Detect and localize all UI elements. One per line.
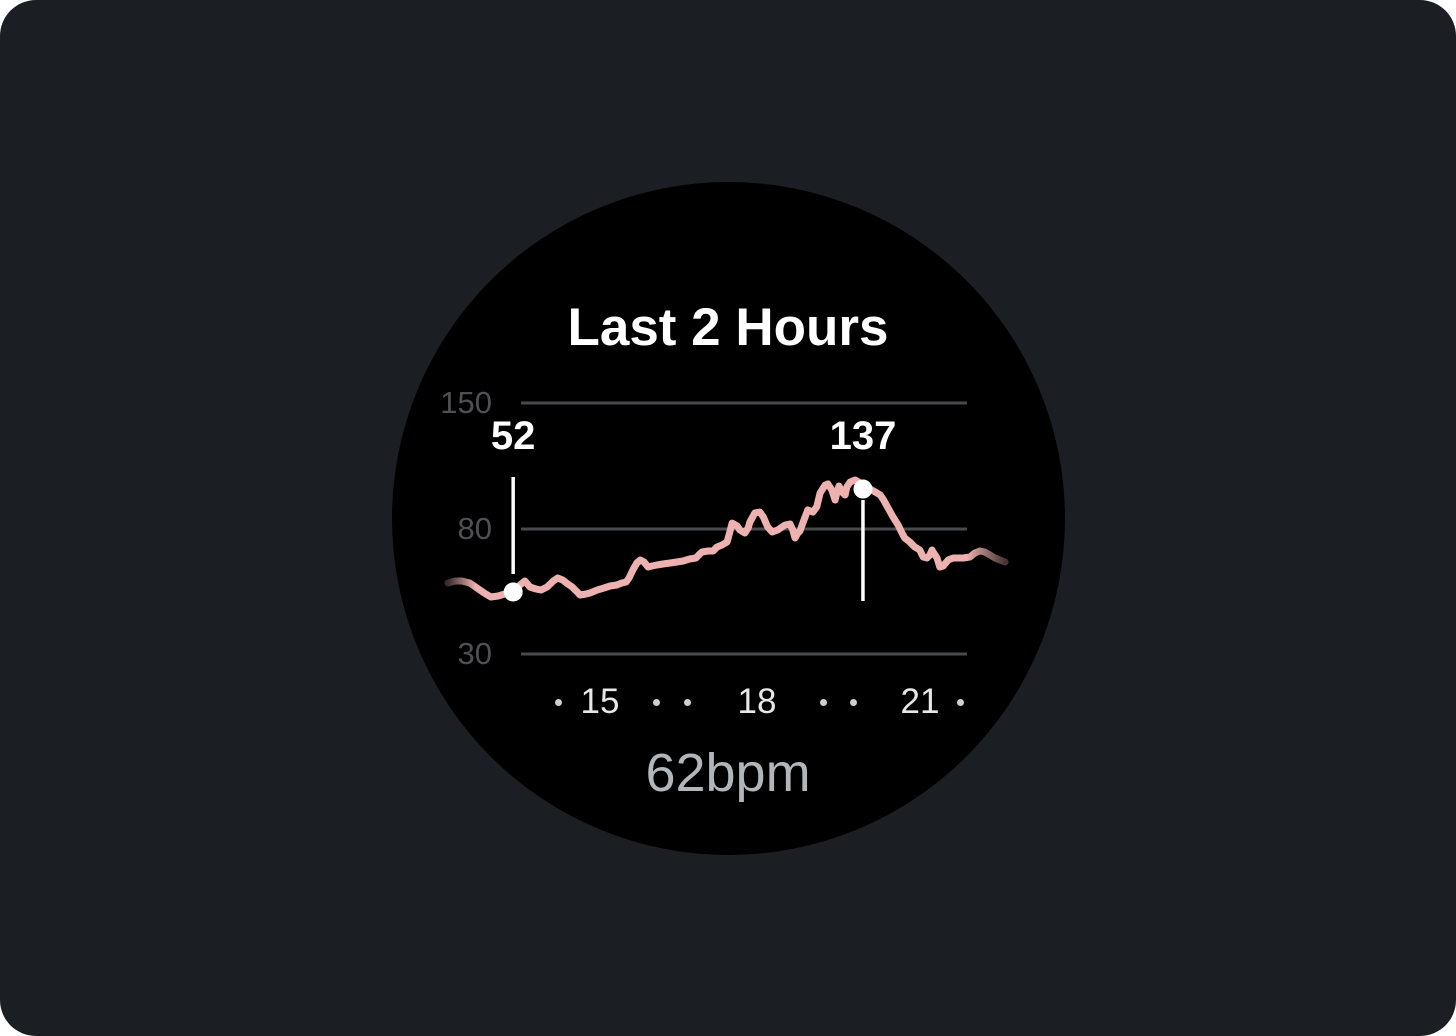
x-axis-label: 21	[900, 682, 940, 721]
y-axis-label-30: 30	[457, 636, 492, 671]
chart-title: Last 2 Hours	[567, 298, 889, 357]
x-axis-tick-dot	[849, 699, 857, 706]
x-axis-tick-dot	[683, 699, 691, 706]
x-axis-tick-dot	[652, 699, 660, 706]
x-axis-tick-dot	[819, 699, 827, 706]
y-axis-label-150: 150	[440, 385, 492, 420]
y-axis-label-80: 80	[457, 511, 492, 546]
max-value-label: 137	[829, 414, 897, 458]
x-axis-tick-dot	[956, 699, 964, 706]
x-axis-label: 15	[580, 682, 620, 721]
current-bpm-label: 62bpm	[645, 743, 811, 803]
min-value-label: 52	[490, 414, 536, 458]
x-axis-tick-dot	[554, 699, 562, 706]
x-axis-label: 18	[737, 682, 777, 721]
